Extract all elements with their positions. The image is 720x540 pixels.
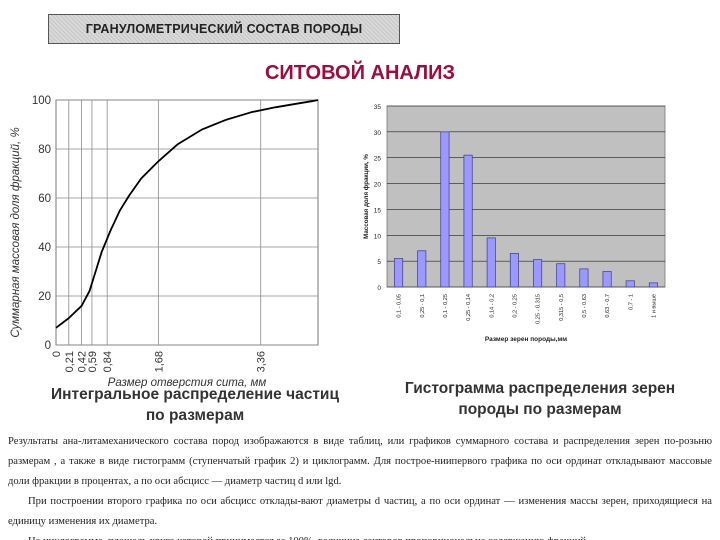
x-axis-title: Размер отверстия сита, мм — [108, 377, 267, 389]
x-tick-label: 0,63 - 0,7 — [605, 294, 611, 318]
histogram-bar — [417, 250, 427, 288]
plot-area — [386, 105, 666, 288]
histogram-bar — [602, 271, 612, 288]
x-tick-label: 0,315 - 0,5 — [559, 294, 565, 321]
x-tick-label: 0,5 - 0,63 — [582, 294, 588, 318]
x-axis-title: Размер зерен породы,мм — [485, 336, 567, 343]
x-tick-label: 0 — [51, 351, 63, 357]
x-tick-label: 0,2 - 0,25 — [512, 294, 518, 318]
y-tick-label: 35 — [374, 104, 382, 111]
histogram-bar — [533, 259, 543, 288]
x-tick-label: 0,84 — [102, 351, 114, 372]
y-tick-label: 0 — [377, 285, 381, 292]
histogram-bar — [579, 268, 589, 288]
y-axis-title: Массовая доля фракции, % — [363, 154, 370, 239]
x-tick-label: 0,42 — [77, 351, 89, 372]
caption-integral-distribution: Интегральное распределение частиц по раз… — [51, 386, 339, 424]
y-tick-label: 40 — [38, 242, 51, 254]
y-tick-label: 10 — [374, 233, 382, 240]
histogram-bar — [463, 154, 473, 288]
plot-area — [55, 99, 319, 346]
x-tick-label: 0,14 - 0,2 — [489, 294, 495, 318]
histogram-bar — [556, 263, 566, 288]
caption-histogram: Гистограмма распределения зерен породы п… — [404, 380, 676, 418]
x-tick-label: 0,1 - 0,05 — [397, 294, 403, 318]
x-tick-label: 1 и выше — [651, 294, 657, 318]
page-title: ГРАНУЛОМЕТРИЧЕСКИЙ СОСТАВ ПОРОДЫ — [85, 22, 363, 36]
histogram-bar — [625, 280, 635, 288]
y-tick-label: 20 — [374, 182, 382, 189]
y-tick-label: 20 — [38, 291, 51, 303]
y-tick-label: 80 — [38, 144, 51, 156]
x-tick-label: 1,68 — [153, 351, 165, 372]
y-tick-label: 5 — [377, 259, 381, 266]
y-tick-label: 0 — [45, 340, 51, 352]
x-tick-label: 0,21 — [64, 351, 76, 372]
x-tick-label: 0,59 — [87, 351, 99, 372]
title-box: ГРАНУЛОМЕТРИЧЕСКИЙ СОСТАВ ПОРОДЫ — [48, 14, 400, 44]
x-tick-label: 0,25 - 0,315 — [536, 294, 542, 324]
histogram-bar — [486, 237, 496, 288]
histogram-bar — [648, 282, 658, 288]
paragraph-1: Результаты ана-литамеханического состава… — [8, 436, 712, 487]
paragraph-3: На циклограмме, площадь круга которой пр… — [8, 532, 712, 540]
histogram-bar — [509, 253, 519, 288]
y-tick-label: 25 — [374, 156, 382, 163]
x-tick-label: 0,25 - 0,14 — [466, 294, 472, 321]
slide-heading: СИТОВОЙ АНАЛИЗ — [264, 62, 456, 84]
y-axis-title: Суммарная массовая доля фракций, % — [10, 127, 22, 337]
histogram-bar-chart: 0 5 10 15 20 25 30 35 0,1 - 0,05 0,25 - 0,1 0,1 - … — [363, 104, 666, 343]
body-text: Результаты ана-литамеханического состава… — [8, 432, 712, 540]
x-tick-label: 3,36 — [256, 351, 268, 372]
paragraph-2: При построении второго графика по оси аб… — [8, 496, 712, 527]
y-tick-label: 15 — [374, 207, 382, 214]
x-tick-label: 0,25 - 0,1 — [420, 294, 426, 318]
y-tick-label: 100 — [32, 95, 51, 107]
histogram-bar — [440, 131, 450, 288]
y-tick-label: 60 — [38, 193, 51, 205]
x-tick-label: 0,7 - 1 — [628, 294, 634, 310]
y-tick-label: 30 — [374, 130, 382, 137]
histogram-bar — [394, 258, 404, 288]
x-tick-label: 0,1 - 0,25 — [443, 294, 449, 318]
cumulative-curve — [55, 99, 319, 329]
